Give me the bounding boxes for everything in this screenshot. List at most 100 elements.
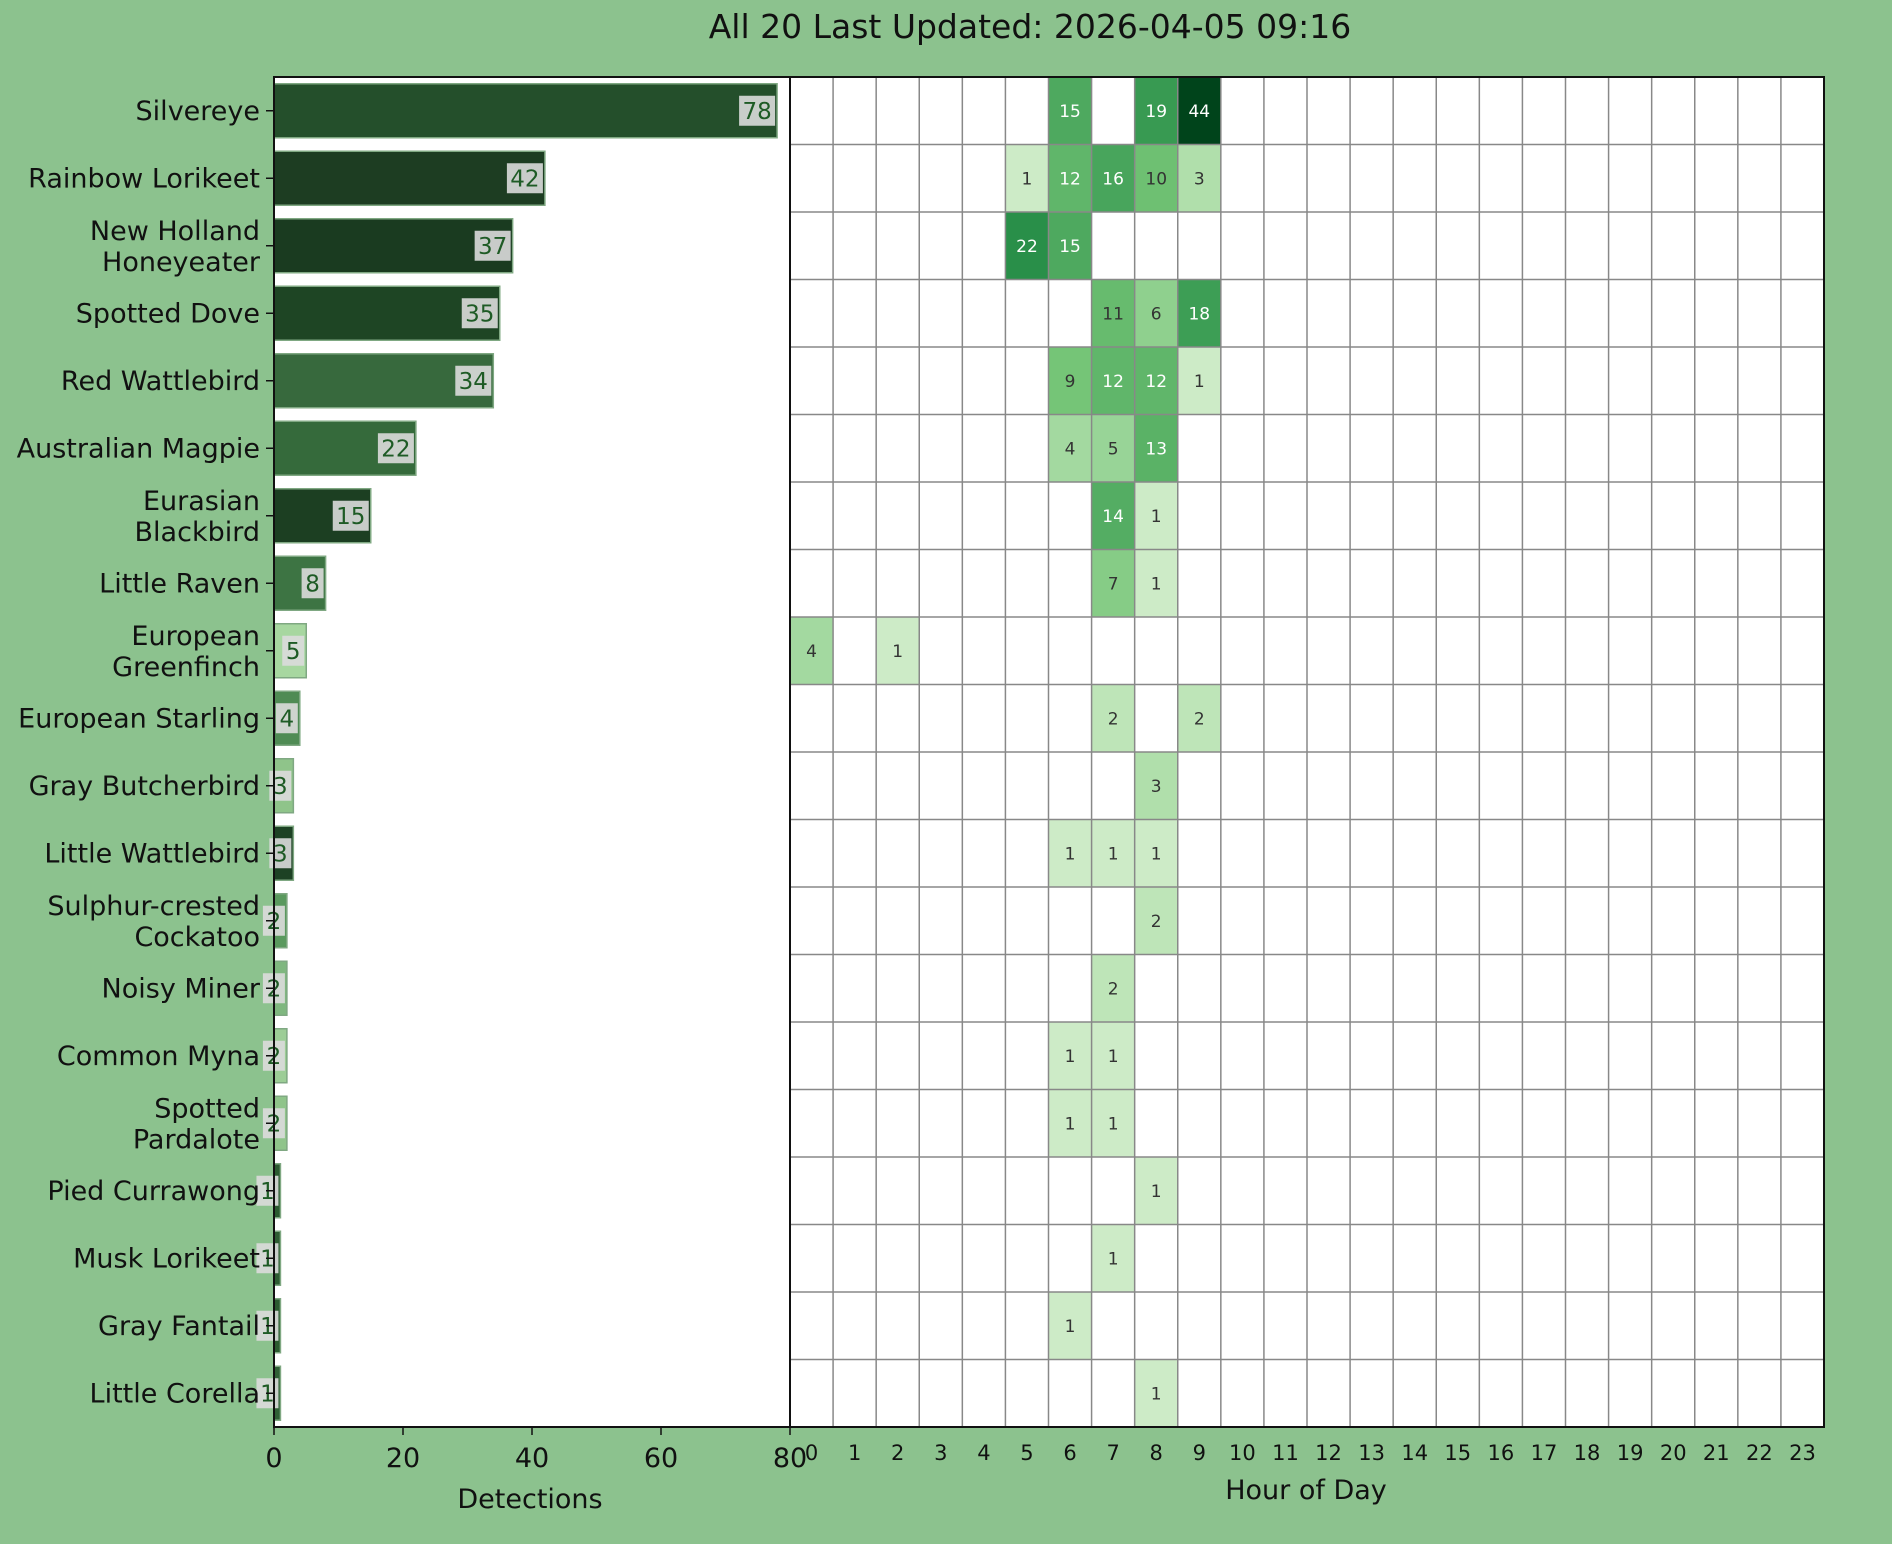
hour-tick-label: 13 bbox=[1358, 1441, 1385, 1465]
heat-cell-label: 2 bbox=[1108, 709, 1119, 729]
hour-tick-label: 21 bbox=[1703, 1441, 1730, 1465]
heat-cell bbox=[1091, 414, 1135, 482]
bar-label-box bbox=[506, 163, 543, 194]
heat-cell bbox=[1091, 549, 1135, 617]
heat-cell-label: 3 bbox=[1194, 169, 1205, 189]
heat-cell-label: 15 bbox=[1059, 237, 1081, 257]
heat-cell-label: 13 bbox=[1145, 439, 1167, 459]
x-tick-label: 20 bbox=[386, 1443, 420, 1474]
species-label: Sulphur-crested Cockatoo bbox=[47, 891, 260, 953]
bar-rainbow-lorikeet bbox=[273, 150, 546, 206]
heat-cell bbox=[1134, 1157, 1178, 1225]
species-label: Little Wattlebird bbox=[44, 838, 260, 869]
species-label: Pied Currawong bbox=[47, 1176, 260, 1207]
heat-cell-label: 11 bbox=[1102, 304, 1124, 324]
bar-value-label: 78 bbox=[742, 99, 771, 125]
heat-cell-label: 22 bbox=[1016, 237, 1038, 257]
bar-value-label: 42 bbox=[510, 166, 539, 192]
heat-cell bbox=[1177, 684, 1221, 752]
heat-cell bbox=[1048, 1022, 1092, 1090]
species-label: Noisy Miner bbox=[102, 973, 261, 1004]
heat-cell bbox=[1091, 819, 1135, 887]
heat-cell-label: 5 bbox=[1108, 439, 1119, 459]
heat-cell-label: 10 bbox=[1145, 169, 1167, 189]
species-label: Little Corella bbox=[90, 1378, 260, 1409]
heat-cell bbox=[1177, 279, 1221, 347]
species-label: Musk Lorikeet bbox=[73, 1243, 260, 1274]
heat-cell bbox=[1091, 954, 1135, 1022]
hour-tick-label: 18 bbox=[1574, 1441, 1601, 1465]
bar-value-label: 1 bbox=[260, 1246, 275, 1272]
hour-tick-label: 1 bbox=[848, 1441, 861, 1465]
species-label: New Holland Honeyeater bbox=[90, 216, 261, 278]
heat-cell-label: 1 bbox=[1151, 1182, 1162, 1202]
heat-cell bbox=[1048, 144, 1092, 212]
heat-cell bbox=[1134, 347, 1178, 415]
bar-plot-area bbox=[274, 77, 790, 1427]
heat-cell bbox=[1091, 144, 1135, 212]
heat-cell bbox=[1134, 752, 1178, 820]
heat-cell bbox=[1091, 1089, 1135, 1157]
bar-value-label: 15 bbox=[336, 504, 365, 530]
heat-cell-label: 1 bbox=[1108, 1047, 1119, 1067]
bar-label-box bbox=[377, 433, 414, 464]
hour-tick-label: 6 bbox=[1063, 1441, 1076, 1465]
x-axis-title-detections: Detections bbox=[457, 1484, 602, 1515]
bar-label-box bbox=[455, 365, 492, 396]
bar-label-box bbox=[332, 500, 369, 531]
species-label: Spotted Pardalote bbox=[133, 1093, 260, 1155]
heat-cell-label: 1 bbox=[1022, 169, 1033, 189]
heat-cell bbox=[1177, 77, 1221, 145]
bar-label-box bbox=[275, 703, 298, 734]
species-label: Eurasian Blackbird bbox=[135, 486, 260, 548]
hour-tick-label: 15 bbox=[1444, 1441, 1471, 1465]
hour-tick-label: 16 bbox=[1488, 1441, 1515, 1465]
bar-label-box bbox=[282, 635, 305, 666]
heat-cell-label: 2 bbox=[1194, 709, 1205, 729]
heat-cell bbox=[1134, 1359, 1178, 1427]
bar-value-label: 8 bbox=[305, 571, 320, 597]
heat-cell bbox=[1134, 77, 1178, 145]
hour-tick-label: 12 bbox=[1315, 1441, 1342, 1465]
heat-cell bbox=[1048, 819, 1092, 887]
hour-tick-label: 5 bbox=[1020, 1441, 1033, 1465]
bar-panel: 78 Silvereye 42 Rainbow Lorikeet 37 New Holla… bbox=[17, 76, 807, 1474]
bar-value-label: 3 bbox=[273, 841, 288, 867]
species-label: Gray Fantail bbox=[98, 1311, 260, 1342]
hour-tick-label: 17 bbox=[1531, 1441, 1558, 1465]
heat-cell bbox=[1091, 279, 1135, 347]
hour-tick-label: 3 bbox=[934, 1441, 947, 1465]
heat-cell bbox=[1048, 347, 1092, 415]
bar-label-box bbox=[739, 95, 776, 126]
heat-cell-label: 1 bbox=[1065, 1047, 1076, 1067]
species-label: Red Wattlebird bbox=[61, 366, 260, 397]
heat-cell-label: 1 bbox=[1108, 844, 1119, 864]
heat-cell bbox=[1091, 684, 1135, 752]
species-label: Silvereye bbox=[136, 96, 260, 127]
heat-cell-label: 12 bbox=[1145, 372, 1167, 392]
hour-tick-label: 0 bbox=[805, 1441, 818, 1465]
heat-cell bbox=[1134, 549, 1178, 617]
heat-cell-label: 12 bbox=[1102, 372, 1124, 392]
species-label: Gray Butcherbird bbox=[29, 771, 260, 802]
x-axis-title-hour: Hour of Day bbox=[1225, 1475, 1387, 1506]
bar-value-label: 22 bbox=[381, 436, 410, 462]
chart-title: All 20 Last Updated: 2026-04-05 09:16 bbox=[709, 7, 1352, 46]
x-tick-label: 80 bbox=[773, 1443, 807, 1474]
bar-value-label: 1 bbox=[260, 1314, 275, 1340]
heat-cell bbox=[1177, 144, 1221, 212]
heat-cell bbox=[1048, 1089, 1092, 1157]
heat-cell-label: 16 bbox=[1102, 169, 1124, 189]
heat-cell bbox=[1048, 414, 1092, 482]
heat-cell-label: 1 bbox=[1151, 1384, 1162, 1404]
heat-cell bbox=[1048, 212, 1092, 280]
heat-cell-label: 4 bbox=[1065, 439, 1076, 459]
heat-cell bbox=[1091, 1022, 1135, 1090]
heat-cell-label: 2 bbox=[1108, 979, 1119, 999]
bar-label-box bbox=[301, 568, 324, 599]
hour-tick-label: 10 bbox=[1229, 1441, 1256, 1465]
heat-cell-label: 14 bbox=[1102, 507, 1124, 527]
bar-value-label: 1 bbox=[260, 1179, 275, 1205]
bar-value-label: 5 bbox=[286, 639, 301, 665]
